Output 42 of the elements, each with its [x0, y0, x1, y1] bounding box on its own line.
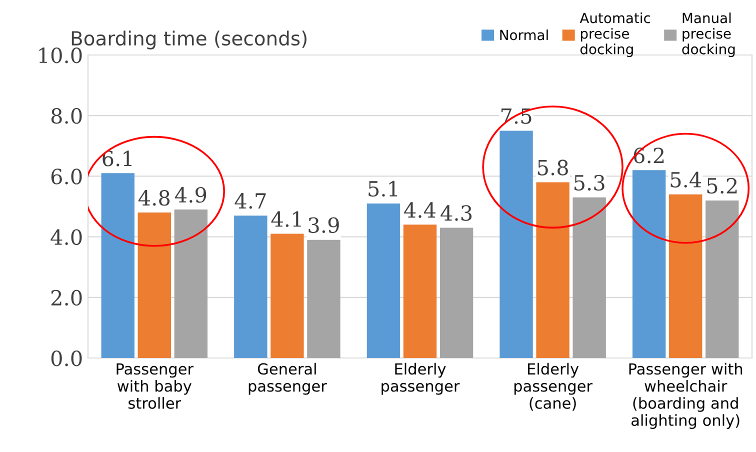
- x-tick-label: Passenger with wheelchair (boarding and alighting only): [629, 362, 742, 429]
- y-axis-title: Boarding time (seconds): [72, 30, 306, 50]
- y-tick-label: 4.0: [50, 229, 82, 246]
- x-tick-label: General passenger: [248, 362, 327, 395]
- data-label: 5.1: [368, 180, 398, 197]
- data-label: 5.2: [707, 178, 737, 194]
- bar: [403, 224, 437, 358]
- data-label: 4.8: [138, 190, 170, 206]
- bar: [572, 197, 606, 358]
- bar: [234, 216, 268, 358]
- bar: [632, 170, 666, 358]
- data-label: 4.7: [234, 193, 266, 209]
- data-label: 5.3: [574, 174, 604, 191]
- legend-label: Automatic precise docking: [580, 12, 650, 58]
- bar: [270, 234, 304, 358]
- bar: [138, 212, 171, 358]
- bar: [669, 194, 702, 358]
- data-label: 4.9: [174, 186, 206, 203]
- y-tick-label: 10.0: [39, 47, 82, 64]
- bar: [706, 200, 739, 358]
- data-label: 3.9: [308, 217, 339, 234]
- y-tick-label: 0.0: [51, 350, 82, 366]
- bar: [536, 182, 570, 358]
- data-label: 4.4: [404, 202, 436, 218]
- data-label: 5.4: [670, 172, 702, 188]
- x-tick-label: Elderly passenger (cane): [514, 362, 593, 411]
- bar: [174, 210, 208, 358]
- bar: [101, 173, 134, 358]
- x-tick-label: Passenger with baby stroller: [116, 363, 194, 409]
- data-label: 4.1: [271, 211, 301, 227]
- bar: [366, 203, 400, 358]
- legend-label: Manual precise docking: [682, 12, 735, 58]
- x-tick-label: Elderly passenger: [382, 362, 460, 395]
- bar: [440, 228, 474, 358]
- data-label: 4.3: [440, 205, 472, 221]
- bar: [307, 240, 340, 358]
- y-tick-label: 6.0: [51, 168, 82, 184]
- y-tick-label: 8.0: [51, 108, 82, 124]
- y-tick-label: 2.0: [51, 290, 82, 306]
- bar: [500, 130, 533, 358]
- data-label: 5.8: [538, 160, 568, 176]
- legend-label: Normal: [500, 29, 548, 40]
